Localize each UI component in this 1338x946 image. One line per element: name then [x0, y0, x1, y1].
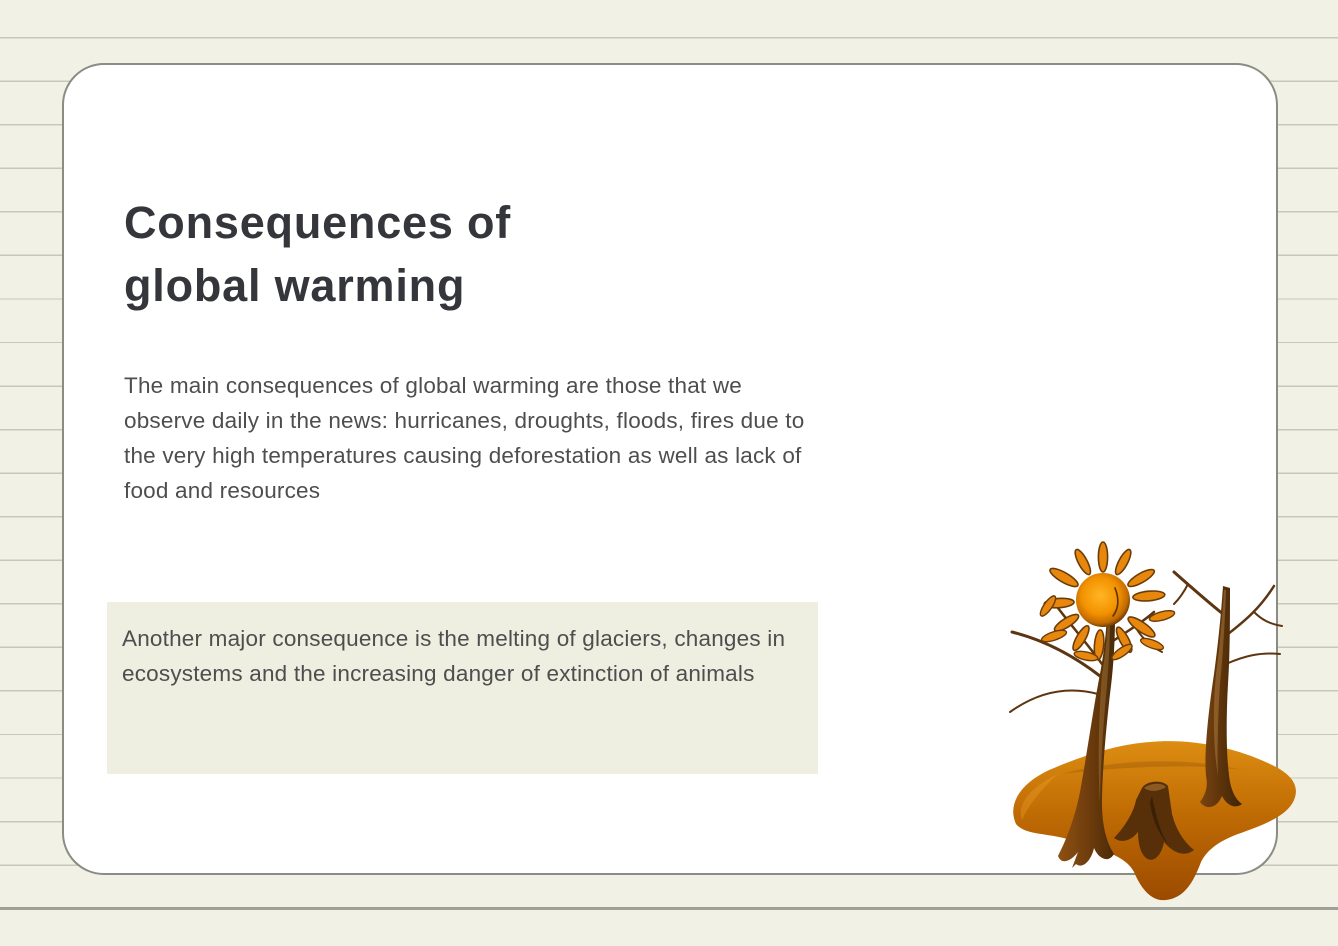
highlight-box: Another major consequence is the melting…	[107, 602, 818, 774]
dry-leaves-icon	[1039, 595, 1176, 662]
main-paragraph: The main consequences of global warming …	[124, 373, 805, 503]
ruled-line-strong	[0, 907, 1338, 910]
drought-deforestation-illustration	[1009, 541, 1296, 901]
slide-title-line2: global warming	[124, 260, 466, 311]
tree-stump-icon	[1114, 781, 1194, 860]
highlight-paragraph: Another major consequence is the melting…	[122, 626, 786, 686]
slide-card: Consequences of global warming The main …	[62, 63, 1278, 875]
slide-title-line1: Consequences of	[124, 197, 512, 248]
dead-tree-right-icon	[1172, 570, 1283, 808]
sun-icon	[1043, 541, 1166, 661]
slide-title: Consequences of global warming	[124, 191, 764, 317]
